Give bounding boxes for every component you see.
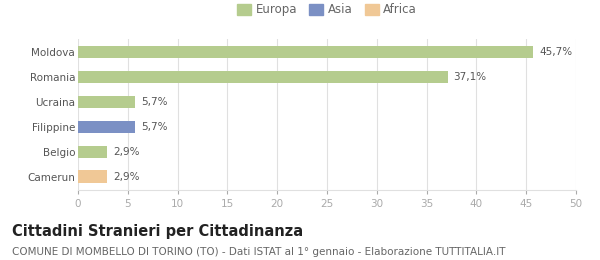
Legend: Europa, Asia, Africa: Europa, Asia, Africa xyxy=(232,0,422,21)
Bar xyxy=(78,96,135,108)
Text: 2,9%: 2,9% xyxy=(113,172,139,182)
Text: 5,7%: 5,7% xyxy=(141,122,167,132)
Text: Cittadini Stranieri per Cittadinanza: Cittadini Stranieri per Cittadinanza xyxy=(12,224,303,239)
Text: 5,7%: 5,7% xyxy=(141,97,167,107)
Bar xyxy=(78,146,107,158)
Text: 45,7%: 45,7% xyxy=(539,47,572,57)
Text: COMUNE DI MOMBELLO DI TORINO (TO) - Dati ISTAT al 1° gennaio - Elaborazione TUTT: COMUNE DI MOMBELLO DI TORINO (TO) - Dati… xyxy=(12,247,505,257)
Bar xyxy=(78,71,448,83)
Bar xyxy=(78,121,135,133)
Text: 37,1%: 37,1% xyxy=(454,72,487,82)
Text: 2,9%: 2,9% xyxy=(113,147,139,157)
Bar xyxy=(78,171,107,183)
Bar xyxy=(78,46,533,58)
